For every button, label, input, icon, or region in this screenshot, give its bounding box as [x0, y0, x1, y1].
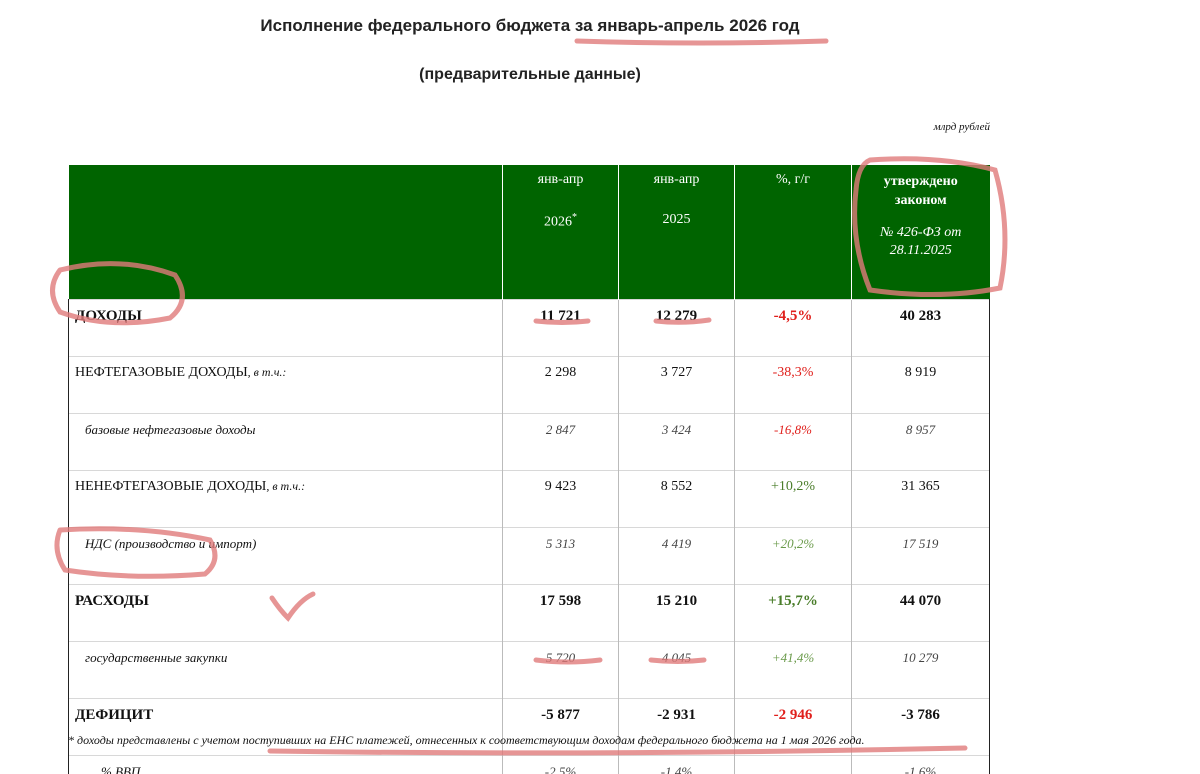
label-note: , в т.ч.:	[266, 479, 306, 493]
header-cell: янв-апр 2026*	[502, 165, 619, 300]
row-label: ДОХОДЫ	[68, 299, 503, 357]
label: НДС (производство и импорт)	[85, 536, 257, 551]
value-cell: 10 279	[851, 641, 990, 699]
value-cell: 5 313	[502, 527, 619, 585]
header-line: %, г/г	[775, 172, 811, 187]
value-cell: 8 919	[851, 356, 990, 414]
header-year: № 426-ФЗ от 28.11.2025	[880, 225, 962, 258]
value-cell: 8 552	[618, 470, 735, 528]
value-cell: 31 365	[851, 470, 990, 528]
header-line: № 426-ФЗ от 28.11.2025	[866, 224, 976, 260]
row-label: РАСХОДЫ	[68, 584, 503, 642]
value-cell: -2,5%	[502, 755, 619, 774]
header-cell: %, г/г	[734, 165, 852, 300]
header-line: 2026*	[507, 212, 614, 231]
header-year: 2025	[662, 212, 691, 227]
footnote: * доходы представлены с учетом поступивш…	[68, 733, 865, 747]
unit: млрд рублей	[933, 121, 990, 133]
value-cell: 15 210	[618, 584, 735, 642]
label: НЕФТЕГАЗОВЫЕ ДОХОДЫ	[75, 365, 248, 380]
value-cell: 9 423	[502, 470, 619, 528]
label: государственные закупки	[85, 650, 228, 665]
header-line: утверждено законом	[883, 174, 958, 208]
value-cell: 17 519	[851, 527, 990, 585]
label: % ВВП	[101, 764, 141, 774]
value-cell: +41,4%	[734, 641, 852, 699]
value-cell: 8 957	[851, 413, 990, 471]
budget-table: янв-апр 2026* янв-апр 2025 %, г/г утверждено …	[68, 165, 990, 774]
row-label: % ВВП	[68, 755, 503, 774]
table-row: РАСХОДЫ 17 598 15 210 +15,7% 44 070	[68, 584, 990, 642]
underline	[574, 38, 829, 46]
value-cell: -1,4%	[618, 755, 735, 774]
value-cell: +15,7%	[734, 584, 852, 642]
value-cell: 4 419	[618, 527, 735, 585]
value-cell: 2 847	[502, 413, 619, 471]
table-row: базовые нефтегазовые доходы 2 847 3 424 -16…	[68, 413, 990, 471]
value-cell: 12 279	[618, 299, 735, 357]
value-cell: -16,8%	[734, 413, 852, 471]
value-cell: 2 298	[502, 356, 619, 414]
header-line: 2025	[623, 212, 730, 228]
value-cell: 44 070	[851, 584, 990, 642]
header-year: 2026	[544, 214, 572, 230]
table-row: ДОХОДЫ 11 721 12 279 -4,5% 40 283	[68, 299, 990, 357]
value-cell: 3 424	[618, 413, 735, 471]
footnote-mark: *	[572, 212, 577, 223]
header-cell: янв-апр 2025	[618, 165, 735, 300]
row-label: НЕНЕФТЕГАЗОВЫЕ ДОХОДЫ, в т.ч.:	[68, 470, 503, 528]
value-cell: +20,2%	[734, 527, 852, 585]
value-cell: 4 045	[618, 641, 735, 699]
value-cell: 3 727	[618, 356, 735, 414]
value-cell: -4,5%	[734, 299, 852, 357]
value-cell: 17 598	[502, 584, 619, 642]
table-row: НЕНЕФТЕГАЗОВЫЕ ДОХОДЫ, в т.ч.: 9 423 8 552…	[68, 470, 990, 528]
header-line: янв-апр	[653, 172, 700, 187]
table-row: НДС (производство и импорт) 5 313 4 419 +20…	[68, 527, 990, 585]
row-label: государственные закупки	[68, 641, 503, 699]
table-body: ДОХОДЫ 11 721 12 279 -4,5% 40 283 НЕФТЕГАЗОВЫ…	[68, 299, 990, 774]
value-cell: -3 786	[851, 698, 990, 756]
row-label: базовые нефтегазовые доходы	[68, 413, 503, 471]
header-line: янв-апр	[537, 172, 584, 187]
row-label: НДС (производство и импорт)	[68, 527, 503, 585]
label: РАСХОДЫ	[75, 593, 149, 609]
header-row: янв-апр 2026* янв-апр 2025 %, г/г утверждено …	[68, 165, 990, 300]
row-label: НЕФТЕГАЗОВЫЕ ДОХОДЫ, в т.ч.:	[68, 356, 503, 414]
label: ДОХОДЫ	[75, 308, 142, 324]
table-row: % ВВП -2,5% -1,4% -1,6%	[68, 755, 990, 774]
label: ДЕФИЦИТ	[75, 707, 154, 723]
table-row: государственные закупки 5 720 4 045 +41,4% 1…	[68, 641, 990, 699]
label-note: , в т.ч.:	[247, 365, 287, 379]
value-cell: -1,6%	[851, 755, 990, 774]
subtitle: (предварительные данные)	[419, 66, 641, 83]
value-cell: 40 283	[851, 299, 990, 357]
label: НЕНЕФТЕГАЗОВЫЕ ДОХОДЫ	[75, 479, 267, 494]
header-cell: утверждено законом № 426-ФЗ от 28.11.2025	[851, 165, 990, 300]
value-cell	[734, 755, 852, 774]
label: базовые нефтегазовые доходы	[85, 422, 256, 437]
title: Исполнение федерального бюджета за январ…	[260, 16, 800, 35]
header-cell	[68, 165, 503, 300]
value-cell: 11 721	[502, 299, 619, 357]
value-cell: 5 720	[502, 641, 619, 699]
table-row: НЕФТЕГАЗОВЫЕ ДОХОДЫ, в т.ч.: 2 298 3 727 -3…	[68, 356, 990, 414]
value-cell: +10,2%	[734, 470, 852, 528]
value-cell: -38,3%	[734, 356, 852, 414]
